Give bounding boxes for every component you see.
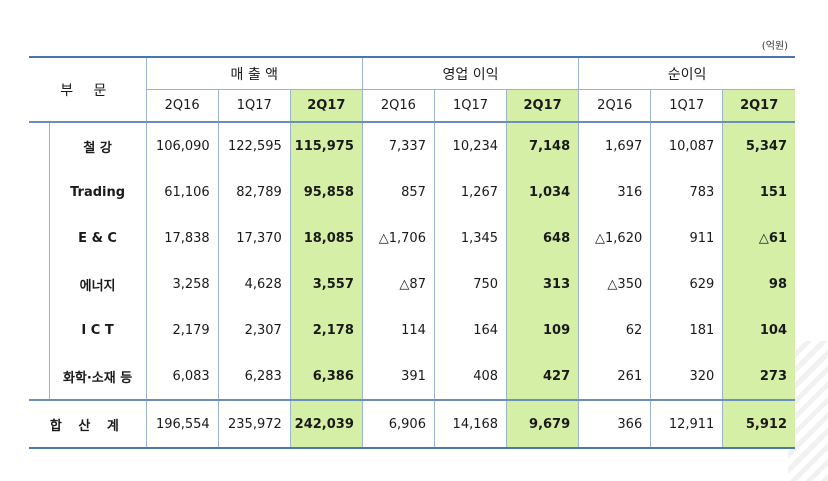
value-cell: 750 [434,261,508,307]
period-header: 2Q16 [578,89,652,123]
value-cell: △87 [362,261,435,307]
financial-table: 부 문 매 출 액 영업 이익 순이익 2Q16 1Q17 2Q17 2Q16 … [29,56,795,449]
value-cell: 261 [578,353,652,401]
table-row: Trading 61,106 82,789 95,858 857 1,267 1,034 31… [29,169,795,215]
value-cell: 82,789 [218,169,291,215]
segment-name: E & C [49,215,147,261]
value-cell: 17,838 [146,215,219,261]
value-cell: 2,179 [146,307,219,353]
value-cell: 911 [650,215,724,261]
value-cell: 391 [362,353,435,401]
value-cell: 17,370 [218,215,291,261]
value-cell: 10,234 [434,122,508,169]
period-header-current: 2Q17 [722,89,795,123]
value-cell: 109 [506,307,580,353]
value-cell: 4,628 [218,261,291,307]
value-cell: 2,307 [218,307,291,353]
value-cell: 151 [722,169,795,215]
value-cell: △1,706 [362,215,435,261]
value-cell: 316 [578,169,652,215]
value-cell: 1,267 [434,169,508,215]
value-cell: 6,386 [290,353,363,401]
period-header-current: 2Q17 [506,89,580,123]
value-cell: △1,620 [578,215,652,261]
value-cell: 408 [434,353,508,401]
value-cell: 114 [362,307,435,353]
total-value-cell: 12,911 [650,400,724,449]
segment-name: Trading [49,169,147,215]
table-row: 화학·소재 등 6,083 6,283 6,386 391 408 427 261 320 273 [29,353,795,401]
value-cell: 648 [506,215,580,261]
value-cell: 1,034 [506,169,580,215]
value-cell: 7,148 [506,122,580,169]
table-row: E & C 17,838 17,370 18,085 △1,706 1,345 648 △1,… [29,215,795,261]
value-cell: 273 [722,353,795,401]
total-value-cell: 235,972 [218,400,291,449]
value-cell: △350 [578,261,652,307]
table-row: 에너지 3,258 4,628 3,557 △87 750 313 △350 629 98 [29,261,795,307]
value-cell: 6,083 [146,353,219,401]
value-cell: 2,178 [290,307,363,353]
value-cell: 115,975 [290,122,363,169]
total-value-cell: 366 [578,400,652,449]
segment-name: 화학·소재 등 [49,353,147,401]
value-cell: 95,858 [290,169,363,215]
period-header: 2Q16 [146,89,219,123]
total-row: 합 산 계 196,554 235,972 242,039 6,906 14,168 9,6… [29,400,795,449]
value-cell: 62 [578,307,652,353]
indent-cell [29,122,50,401]
value-cell: 1,697 [578,122,652,169]
group-header-sales: 매 출 액 [146,57,363,90]
total-value-cell: 14,168 [434,400,508,449]
value-cell: 1,345 [434,215,508,261]
table-row: 철 강 106,090 122,595 115,975 7,337 10,234 7,148… [29,122,795,401]
value-cell: 164 [434,307,508,353]
value-cell: 98 [722,261,795,307]
value-cell: 3,258 [146,261,219,307]
total-value-cell: 9,679 [506,400,580,449]
total-value-cell: 242,039 [290,400,363,449]
value-cell: 61,106 [146,169,219,215]
value-cell: 857 [362,169,435,215]
value-cell: 181 [650,307,724,353]
value-cell: 6,283 [218,353,291,401]
value-cell: 427 [506,353,580,401]
table-row: I C T 2,179 2,307 2,178 114 164 109 62 181 104 [29,307,795,353]
value-cell: 10,087 [650,122,724,169]
value-cell: 104 [722,307,795,353]
segment-name: 철 강 [49,122,147,169]
period-header: 2Q16 [362,89,435,123]
value-cell: 783 [650,169,724,215]
period-header: 1Q17 [650,89,724,123]
total-label: 합 산 계 [29,400,147,449]
period-header: 1Q17 [434,89,508,123]
value-cell: 122,595 [218,122,291,169]
value-cell: 313 [506,261,580,307]
value-cell: 18,085 [290,215,363,261]
group-header-net-income: 순이익 [578,57,795,90]
total-value-cell: 5,912 [722,400,795,449]
unit-label: (억원) [761,41,788,52]
segment-name: I C T [49,307,147,353]
segment-header: 부 문 [29,57,147,123]
value-cell: 3,557 [290,261,363,307]
period-header-current: 2Q17 [290,89,363,123]
segment-name: 에너지 [49,261,147,307]
total-value-cell: 6,906 [362,400,435,449]
value-cell: △61 [722,215,795,261]
period-header: 1Q17 [218,89,291,123]
value-cell: 5,347 [722,122,795,169]
value-cell: 320 [650,353,724,401]
group-header-operating-profit: 영업 이익 [362,57,580,90]
value-cell: 7,337 [362,122,435,169]
total-value-cell: 196,554 [146,400,219,449]
value-cell: 629 [650,261,724,307]
value-cell: 106,090 [146,122,219,169]
